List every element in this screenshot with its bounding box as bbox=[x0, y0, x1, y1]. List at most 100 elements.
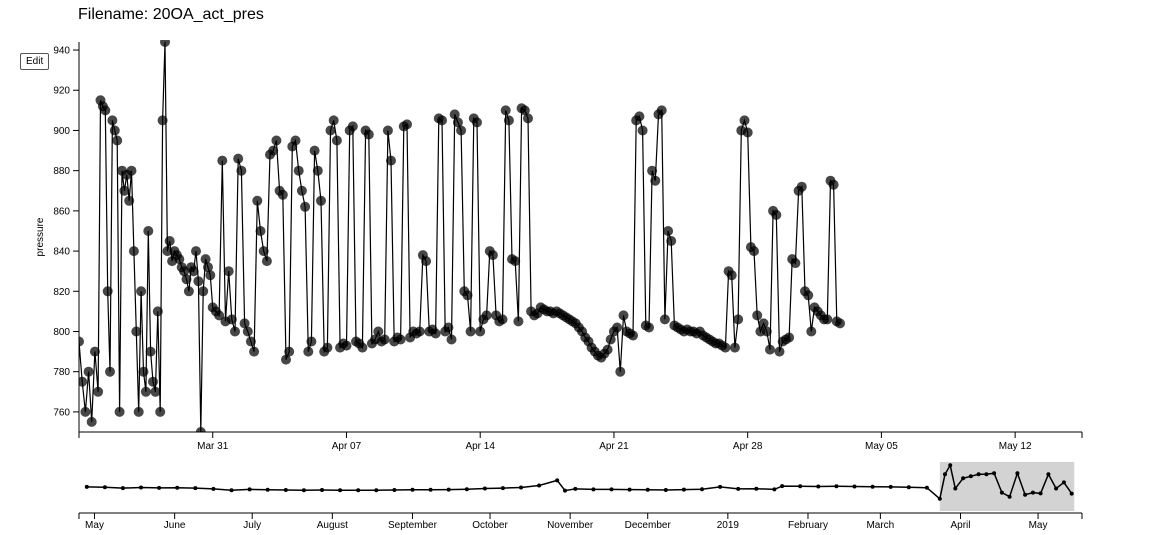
data-point bbox=[233, 153, 244, 164]
overview-point bbox=[609, 487, 614, 492]
overview-point bbox=[563, 488, 567, 493]
data-point bbox=[513, 316, 524, 327]
data-point bbox=[663, 226, 674, 236]
data-point bbox=[443, 322, 454, 333]
overview-point bbox=[834, 484, 839, 489]
data-point bbox=[503, 115, 514, 126]
y-tick-label: 780 bbox=[53, 367, 70, 378]
data-point bbox=[828, 179, 839, 190]
y-tick-label: 860 bbox=[53, 206, 70, 217]
x-tick-label: Apr 07 bbox=[332, 441, 362, 452]
data-point bbox=[242, 326, 253, 337]
overview-point bbox=[102, 485, 107, 490]
overview-x-tick-label: November bbox=[547, 520, 594, 531]
data-point bbox=[487, 250, 498, 261]
data-point bbox=[452, 117, 463, 128]
data-point bbox=[421, 256, 432, 267]
overview-point bbox=[663, 488, 668, 492]
data-point bbox=[742, 127, 753, 138]
data-point bbox=[523, 113, 533, 124]
data-point bbox=[200, 254, 211, 265]
data-point bbox=[765, 344, 775, 355]
overview-point bbox=[356, 488, 361, 493]
overview-point bbox=[700, 487, 704, 492]
main-plot-marks bbox=[79, 40, 845, 432]
overview-x-tick: 2019 bbox=[717, 513, 740, 531]
y-tick: 800 bbox=[53, 327, 79, 338]
overview-point bbox=[870, 484, 875, 489]
data-point bbox=[758, 318, 769, 329]
data-point bbox=[637, 125, 648, 136]
data-point bbox=[430, 328, 441, 339]
data-point bbox=[331, 135, 342, 146]
overview-point bbox=[948, 463, 953, 468]
overview-x-tick: March bbox=[866, 513, 894, 531]
data-point bbox=[226, 314, 237, 325]
overview-point bbox=[464, 487, 469, 492]
data-point bbox=[198, 286, 209, 297]
data-point bbox=[628, 330, 638, 341]
data-point bbox=[107, 115, 118, 126]
data-point bbox=[618, 310, 629, 321]
overview-chart[interactable] bbox=[84, 462, 1075, 511]
x-tick: Apr 21 bbox=[599, 432, 629, 452]
overview-x-tick: October bbox=[472, 513, 508, 531]
overview-point bbox=[120, 486, 125, 491]
data-point bbox=[136, 286, 147, 297]
data-point bbox=[729, 342, 740, 353]
overview-x-tick: February bbox=[788, 513, 828, 531]
overview-point bbox=[519, 485, 523, 490]
overview-point bbox=[392, 488, 397, 492]
overview-point bbox=[1046, 472, 1051, 477]
overview-x-tick-label: July bbox=[243, 520, 261, 531]
overview-point bbox=[410, 487, 415, 492]
data-point bbox=[150, 386, 161, 397]
overview-point bbox=[937, 496, 942, 501]
data-point bbox=[217, 155, 228, 166]
data-point bbox=[255, 226, 266, 236]
data-point bbox=[382, 125, 393, 136]
overview-point bbox=[428, 487, 433, 492]
overview-point bbox=[1023, 492, 1028, 497]
overview-x-tick-label: December bbox=[625, 520, 672, 531]
y-tick-label: 840 bbox=[53, 247, 70, 258]
overview-x-tick-label: October bbox=[472, 520, 508, 531]
overview-point bbox=[265, 487, 270, 492]
data-point bbox=[605, 334, 616, 345]
overview-point bbox=[999, 490, 1004, 495]
data-point bbox=[656, 105, 667, 116]
data-point bbox=[183, 286, 194, 297]
data-point bbox=[659, 314, 670, 325]
data-point bbox=[462, 290, 473, 301]
x-tick-label: Apr 28 bbox=[733, 441, 763, 452]
overview-point bbox=[681, 487, 686, 492]
overview-point bbox=[247, 487, 252, 492]
data-point bbox=[138, 366, 149, 377]
overview-x-tick-label: 2019 bbox=[717, 520, 740, 531]
y-tick-label: 760 bbox=[53, 407, 70, 418]
overview-point bbox=[84, 484, 89, 489]
data-point bbox=[102, 286, 113, 297]
data-point bbox=[835, 318, 845, 329]
x-tick-label: Apr 21 bbox=[599, 441, 629, 452]
data-point bbox=[449, 109, 460, 120]
overview-point bbox=[573, 486, 578, 491]
data-point bbox=[268, 145, 279, 156]
edit-button[interactable]: Edit bbox=[20, 53, 50, 70]
data-point bbox=[79, 336, 84, 347]
data-point bbox=[126, 165, 137, 176]
data-point bbox=[803, 290, 814, 301]
data-point bbox=[112, 135, 123, 146]
data-point bbox=[195, 427, 206, 432]
overview-point bbox=[229, 488, 234, 493]
overview-point bbox=[992, 471, 997, 476]
brush-selection[interactable] bbox=[939, 462, 1075, 511]
overview-point bbox=[968, 474, 973, 479]
data-point bbox=[465, 326, 476, 337]
data-point bbox=[271, 135, 282, 146]
overview-point bbox=[211, 486, 216, 491]
data-point bbox=[145, 346, 156, 357]
data-point bbox=[148, 376, 158, 387]
data-point bbox=[341, 340, 352, 351]
